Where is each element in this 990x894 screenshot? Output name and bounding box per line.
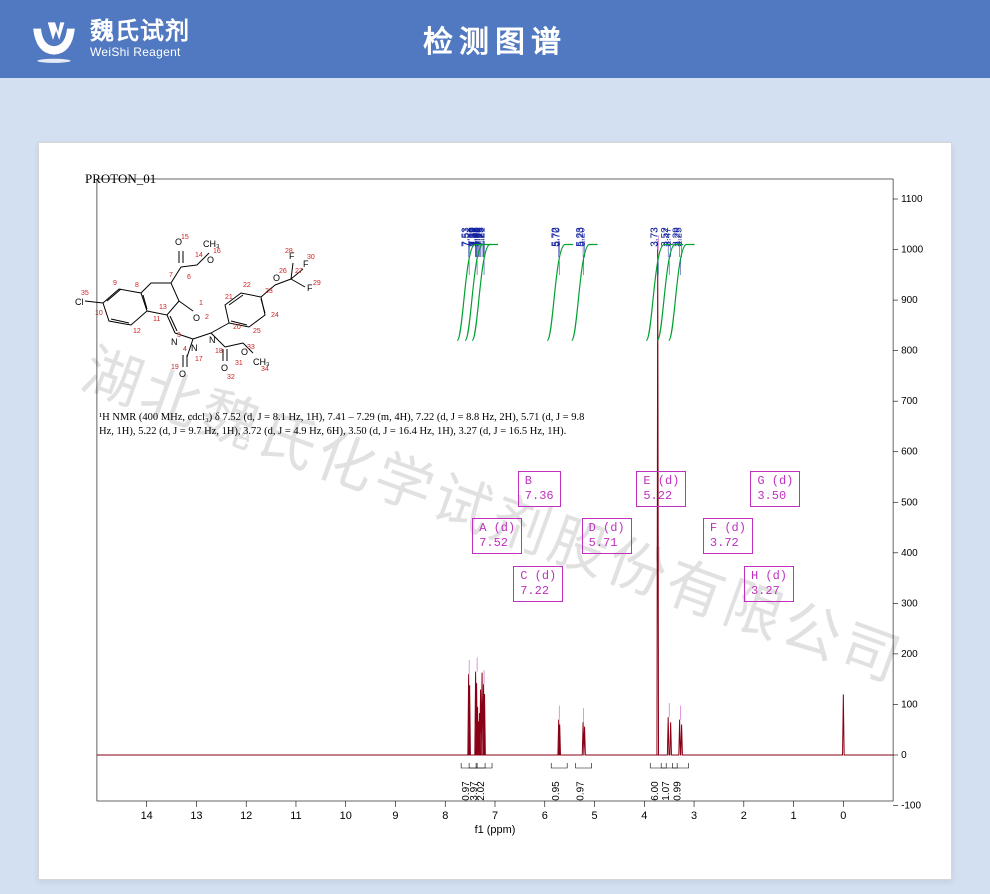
page-title: 检测图谱 [423,17,567,61]
header-bar: 魏氏试剂 WeiShi Reagent 检测图谱 [0,0,990,78]
logo: 魏氏试剂 WeiShi Reagent [28,13,190,65]
svg-text:6.00: 6.00 [650,781,661,801]
svg-text:8: 8 [442,810,448,822]
svg-text:1000: 1000 [901,245,924,256]
peak-box-B: B 7.36 [518,471,561,507]
svg-text:300: 300 [901,598,918,609]
svg-text:0.99: 0.99 [673,781,684,801]
spectrum-plot: -100010020030040050060070080090010001100… [59,163,937,863]
peak-box-H: H (d) 3.27 [744,566,794,602]
svg-text:7.21: 7.21 [477,227,488,247]
svg-text:800: 800 [901,346,918,357]
svg-text:500: 500 [901,497,918,508]
svg-text:0: 0 [840,810,846,822]
svg-text:9: 9 [392,810,398,822]
svg-text:13: 13 [190,810,202,822]
svg-text:4: 4 [641,810,647,822]
stage: 湖北魏氏化学试剂股份有限公司 PROTON_01 [0,78,990,894]
svg-text:3.25: 3.25 [674,227,685,247]
svg-text:1100: 1100 [901,194,923,205]
svg-text:400: 400 [901,548,918,559]
svg-text:0.97: 0.97 [576,781,587,801]
svg-text:0: 0 [901,750,907,761]
svg-text:2.02: 2.02 [476,781,487,801]
svg-text:700: 700 [901,396,918,407]
svg-text:6: 6 [542,810,548,822]
peak-box-D: D (d) 5.71 [582,518,632,554]
svg-text:5: 5 [591,810,597,822]
svg-text:5.20: 5.20 [577,227,588,247]
svg-text:3.73: 3.73 [650,227,661,247]
svg-text:-100: -100 [901,801,921,812]
svg-text:f1 (ppm): f1 (ppm) [475,824,516,836]
svg-text:0.95: 0.95 [551,781,562,801]
svg-text:3: 3 [691,810,697,822]
peak-box-C: C (d) 7.22 [513,566,563,602]
peak-box-G: G (d) 3.50 [750,471,800,507]
svg-text:14: 14 [141,810,153,822]
peak-box-F: F (d) 3.72 [703,518,753,554]
peak-box-A: A (d) 7.52 [472,518,522,554]
svg-text:200: 200 [901,649,918,660]
svg-text:600: 600 [901,447,918,458]
svg-text:1: 1 [791,810,797,822]
svg-text:1.07: 1.07 [661,781,672,801]
svg-text:100: 100 [901,699,918,710]
svg-text:7: 7 [492,810,498,822]
logo-icon [28,13,80,65]
svg-text:5.70: 5.70 [552,227,563,247]
peak-box-E: E (d) 5.22 [636,471,686,507]
svg-text:10: 10 [340,810,352,822]
svg-text:11: 11 [290,810,301,822]
svg-text:2: 2 [741,810,747,822]
svg-text:12: 12 [240,810,252,822]
logo-text-en: WeiShi Reagent [90,46,190,59]
logo-text-cn: 魏氏试剂 [90,19,190,45]
svg-text:900: 900 [901,295,918,306]
spectrum-card: 湖北魏氏化学试剂股份有限公司 PROTON_01 [38,142,952,880]
